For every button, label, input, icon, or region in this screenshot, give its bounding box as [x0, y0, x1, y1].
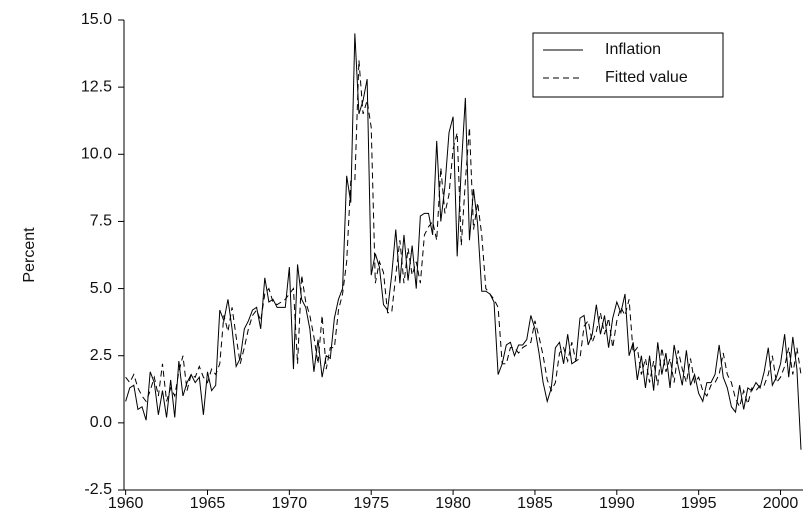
y-tick-label: 7.5: [90, 213, 112, 230]
x-tick-label: 1965: [190, 495, 226, 512]
x-tick-label: 1980: [435, 495, 471, 512]
y-tick-label: 5.0: [90, 280, 112, 297]
x-tick-label: 1995: [681, 495, 717, 512]
y-tick-label: 15.0: [81, 11, 112, 28]
series-line: [125, 60, 802, 409]
legend-label: Fitted value: [605, 69, 688, 86]
x-tick-label: 1990: [599, 495, 635, 512]
y-tick-label: 12.5: [81, 78, 112, 95]
y-tick-label: 0.0: [90, 414, 112, 431]
legend-box: [532, 32, 724, 98]
y-tick-label: 2.5: [90, 347, 112, 364]
x-tick-label: 1985: [517, 495, 553, 512]
x-tick-label: 1975: [353, 495, 389, 512]
y-tick-label: -2.5: [84, 481, 112, 498]
y-tick-label: 10.0: [81, 146, 112, 163]
y-axis-label: Percent: [21, 227, 38, 283]
x-tick-label: 2000: [763, 495, 799, 512]
x-tick-label: 1960: [108, 495, 144, 512]
x-tick-label: 1970: [272, 495, 308, 512]
legend-label: Inflation: [605, 41, 661, 58]
